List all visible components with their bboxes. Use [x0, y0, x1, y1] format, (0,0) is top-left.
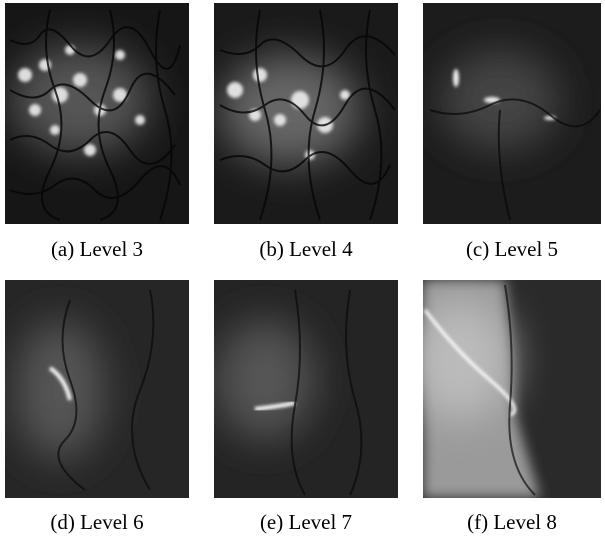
panel-image [423, 3, 601, 224]
panel-image [214, 3, 398, 224]
figure: (a) Level 3 (b) Level 4 (c) Level 5 (d) … [0, 0, 605, 541]
panel-caption: (c) Level 5 [466, 237, 558, 261]
panel-image [5, 280, 189, 498]
panel-image [214, 280, 398, 498]
panel-caption: (a) Level 3 [51, 237, 143, 261]
panel-image [5, 3, 189, 224]
panel-caption: (e) Level 7 [260, 510, 352, 534]
panel-caption: (d) Level 6 [50, 510, 143, 534]
panel-image [410, 280, 601, 498]
panel-caption: (b) Level 4 [259, 237, 353, 261]
panel-caption: (f) Level 8 [467, 510, 557, 534]
